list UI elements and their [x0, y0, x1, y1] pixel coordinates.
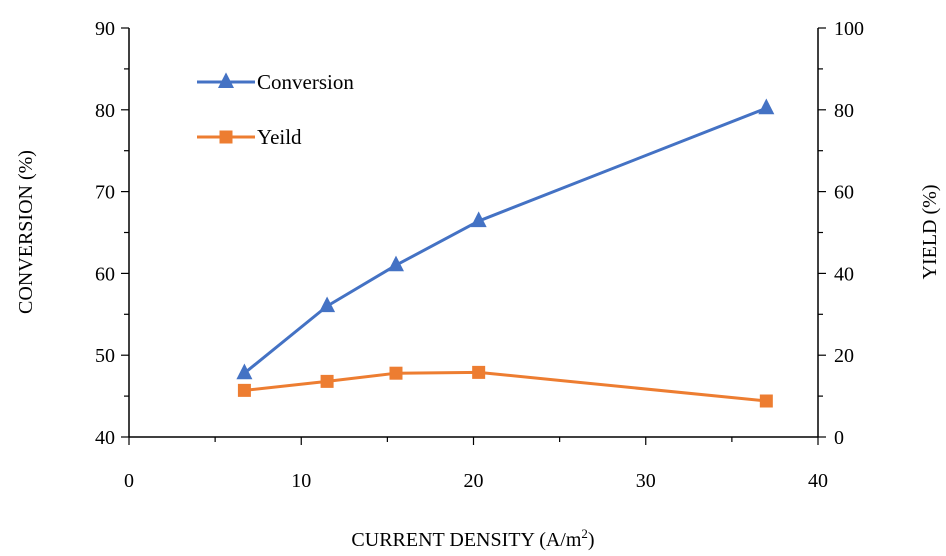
legend-label: Yeild — [257, 125, 302, 149]
legend: Conversion Yeild — [197, 70, 354, 149]
x-tick-label: 30 — [636, 470, 656, 492]
data-point-square — [760, 395, 773, 408]
data-point-triangle — [758, 99, 774, 115]
x-tick-label: 20 — [464, 470, 484, 492]
series-square — [238, 366, 773, 408]
legend-item: Conversion — [197, 70, 354, 94]
y-right-tick-label: 0 — [834, 427, 844, 449]
y-right-tick-label: 60 — [834, 182, 854, 204]
data-point-triangle — [236, 364, 252, 380]
legend-marker-triangle — [218, 72, 234, 88]
series-line — [244, 108, 766, 373]
data-point-square — [238, 384, 251, 397]
y-right-axis-title: YIELD (%) — [919, 185, 941, 280]
data-point-square — [389, 367, 402, 380]
x-tick-label: 0 — [124, 470, 134, 492]
x-tick-label: 10 — [291, 470, 311, 492]
y-left-tick-label: 40 — [95, 427, 115, 449]
data-point-square — [321, 375, 334, 388]
series-layer — [236, 99, 774, 408]
y-left-tick-label: 70 — [95, 182, 115, 204]
ticks: 0 10 20 30 40 40 50 60 70 80 90 0 20 40 60 80 100 — [95, 18, 864, 492]
y-left-tick-label: 80 — [95, 100, 115, 122]
y-left-tick-label: 50 — [95, 345, 115, 367]
x-axis-title: CURRENT DENSITY (A/m2) — [351, 526, 594, 551]
y-right-tick-label: 80 — [834, 100, 854, 122]
data-point-square — [472, 366, 485, 379]
legend-label: Conversion — [257, 70, 354, 94]
y-right-tick-label: 40 — [834, 263, 854, 285]
x-axis-title-suffix: ) — [588, 529, 595, 551]
legend-marker-square — [220, 131, 233, 144]
series-triangle — [236, 99, 774, 380]
y-right-tick-label: 100 — [834, 18, 864, 40]
legend-item: Yeild — [197, 125, 302, 149]
x-tick-label: 40 — [808, 470, 828, 492]
y-left-axis-title: CONVERSION (%) — [15, 150, 37, 314]
y-left-tick-label: 60 — [95, 263, 115, 285]
y-left-tick-label: 90 — [95, 18, 115, 40]
y-right-tick-label: 20 — [834, 345, 854, 367]
